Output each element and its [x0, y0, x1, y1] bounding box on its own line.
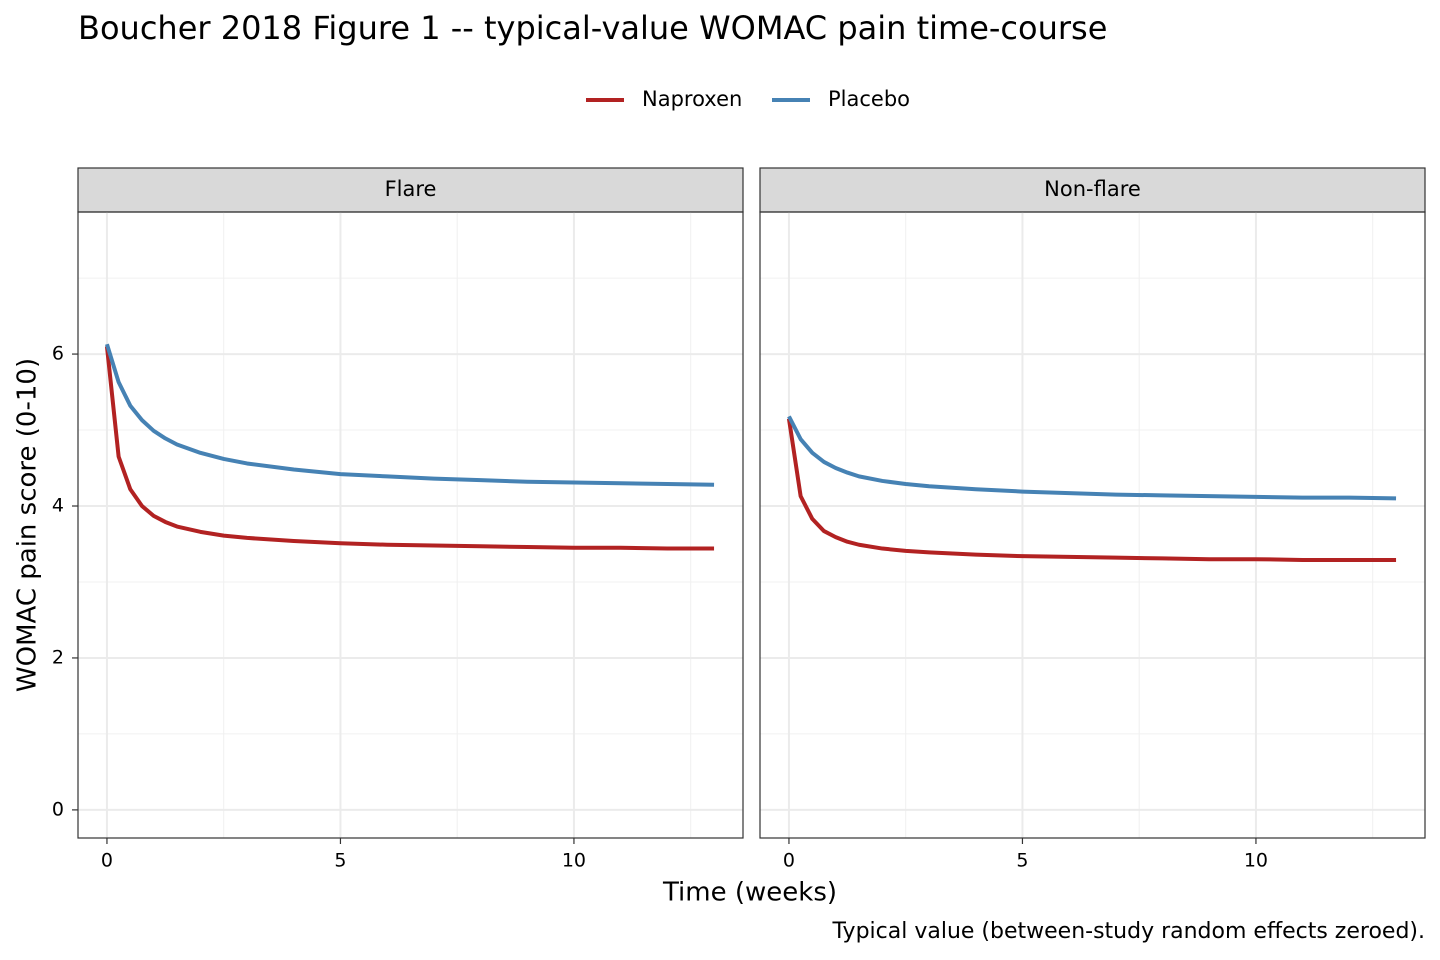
y-tick-label: 6	[52, 343, 64, 365]
legend-label: Naproxen	[642, 87, 742, 111]
x-tick-label: 0	[101, 850, 113, 872]
facet-strip	[77, 167, 744, 213]
x-tick-label: 10	[1244, 850, 1268, 872]
y-tick-label: 0	[52, 798, 64, 820]
x-tick-label: 10	[562, 850, 586, 872]
panel-border	[77, 211, 744, 839]
y-tick-label: 2	[52, 646, 64, 668]
series-line	[787, 415, 1397, 501]
x-axis-label: Time (weeks)	[662, 878, 837, 908]
series-line	[105, 343, 715, 487]
series-line	[104, 346, 715, 551]
x-tick-label: 5	[334, 850, 346, 872]
x-tick-label: 5	[1016, 850, 1028, 872]
facet-label: Non-flare	[1044, 177, 1141, 201]
facet-strip	[759, 167, 1426, 213]
caption: Typical value (between-study random effe…	[832, 919, 1425, 944]
y-axis-label: WOMAC pain score (0-10)	[13, 358, 43, 692]
y-tick-label: 4	[52, 495, 64, 517]
panel-border	[759, 211, 1426, 839]
legend-label: Placebo	[828, 87, 910, 111]
chart-title: Boucher 2018 Figure 1 -- typical-value W…	[78, 9, 1107, 47]
facet-label: Flare	[385, 177, 437, 201]
x-tick-label: 0	[783, 850, 795, 872]
series-line	[786, 418, 1397, 562]
